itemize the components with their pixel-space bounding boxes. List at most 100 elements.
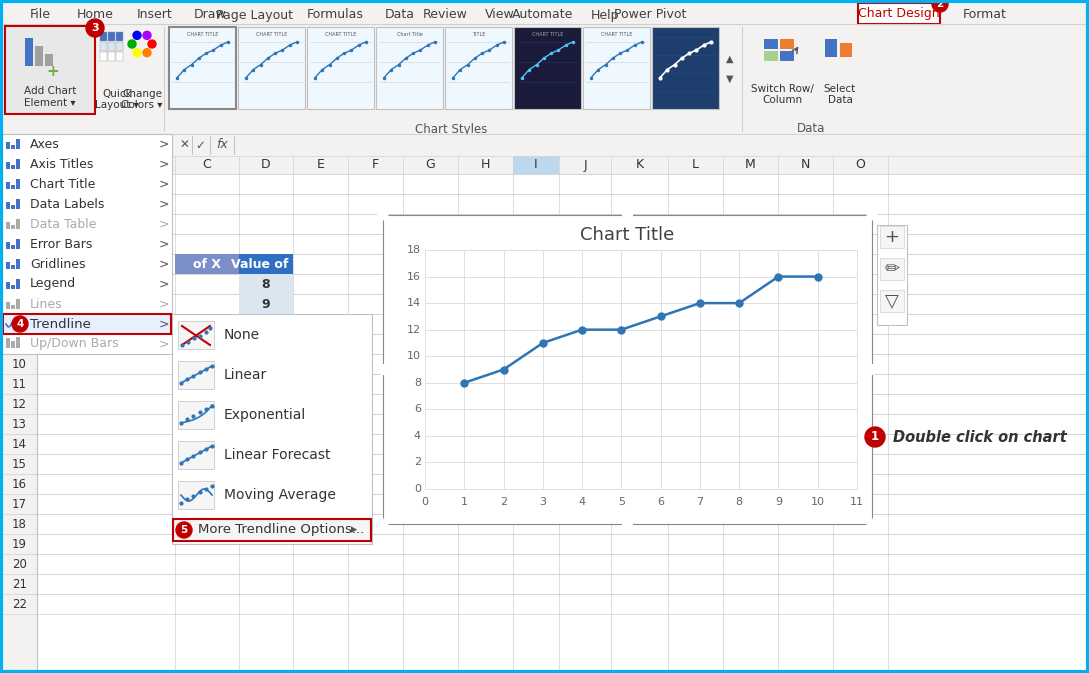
Bar [178,361,215,389]
Text: 5: 5 [16,258,23,271]
Text: Colors ▾: Colors ▾ [121,100,162,110]
Bar [7,338,10,348]
Text: ▸: ▸ [351,524,357,536]
Text: CHART TITLE: CHART TITLE [325,32,356,38]
Text: 12: 12 [12,398,27,411]
Text: More Trendline Options...: More Trendline Options... [198,524,364,536]
Bar [238,156,293,174]
Bar [833,156,888,174]
Bar [7,182,10,189]
Bar [11,225,15,229]
Text: 0: 0 [421,497,428,507]
Bar [25,38,33,66]
Bar [2,2,1087,134]
Bar [5,277,21,291]
Text: 11: 11 [851,497,864,507]
Text: Error Bars: Error Bars [30,238,93,250]
Circle shape [932,0,949,12]
Text: >: > [159,217,169,230]
Circle shape [133,48,140,57]
Text: 21: 21 [12,577,27,590]
Text: Change: Change [122,89,162,99]
Text: 12: 12 [257,357,274,371]
Bar [178,401,215,429]
Bar [513,156,559,174]
Bar [780,39,794,49]
Text: Layout ▾: Layout ▾ [95,100,139,110]
Text: Automate: Automate [512,9,574,22]
Text: 2: 2 [500,497,507,507]
Text: CHART TITLE: CHART TITLE [531,32,563,38]
Circle shape [129,40,136,48]
Text: K: K [636,159,644,172]
Text: File: File [29,9,50,22]
Text: 14: 14 [407,298,421,308]
Text: Data Labels: Data Labels [30,197,105,211]
Text: 14: 14 [12,437,27,450]
Bar [117,32,123,41]
Bar [16,139,20,149]
Text: M: M [745,159,756,172]
Bar [173,519,371,541]
Bar [11,205,15,209]
Text: Review: Review [423,9,467,22]
Bar [445,27,512,109]
Bar [7,282,10,289]
Circle shape [623,519,633,529]
Text: Power Pivot: Power Pivot [614,9,686,22]
Text: Format: Format [963,9,1007,22]
Bar [16,219,20,229]
Bar [778,156,833,174]
Text: Linear Forecast: Linear Forecast [224,448,330,462]
Bar [764,51,778,61]
Bar [178,441,215,469]
Text: D: D [261,159,271,172]
Bar [108,52,115,61]
Text: Column: Column [762,95,803,105]
Text: +: + [884,228,900,246]
Bar [238,374,293,394]
Text: 16: 16 [12,478,27,491]
Bar [880,258,904,280]
Bar [2,156,37,671]
Bar [307,27,374,109]
Text: 12: 12 [407,324,421,334]
Bar [348,156,403,174]
Bar [7,202,10,209]
Bar [25,42,33,66]
Bar [25,42,33,66]
Bar [877,225,907,325]
Text: 19: 19 [12,538,27,551]
Bar [117,52,123,61]
Bar [16,279,20,289]
Text: Help: Help [590,9,620,22]
Circle shape [867,210,877,220]
Bar [5,217,21,231]
Text: 13: 13 [12,417,27,431]
Text: 4: 4 [414,431,421,441]
Text: 2: 2 [414,458,421,468]
Text: 8: 8 [735,497,743,507]
Bar [11,305,15,309]
Circle shape [143,48,151,57]
Bar [16,199,20,209]
Text: E: E [317,159,325,172]
Bar [238,334,293,354]
Circle shape [867,519,877,529]
Text: 6: 6 [657,497,664,507]
Bar [238,314,293,334]
Text: Linear: Linear [224,368,267,382]
Text: 8: 8 [16,318,23,330]
Text: CHART TITLE: CHART TITLE [601,32,633,38]
Bar [825,39,837,57]
Bar [376,27,443,109]
Text: 7: 7 [696,497,703,507]
Text: Data: Data [828,95,853,105]
Text: Data: Data [386,9,415,22]
Bar [293,156,348,174]
Bar [175,156,238,174]
Text: 2: 2 [937,0,944,9]
Bar [11,245,15,249]
Text: O: O [856,159,866,172]
Text: 8: 8 [261,277,270,291]
